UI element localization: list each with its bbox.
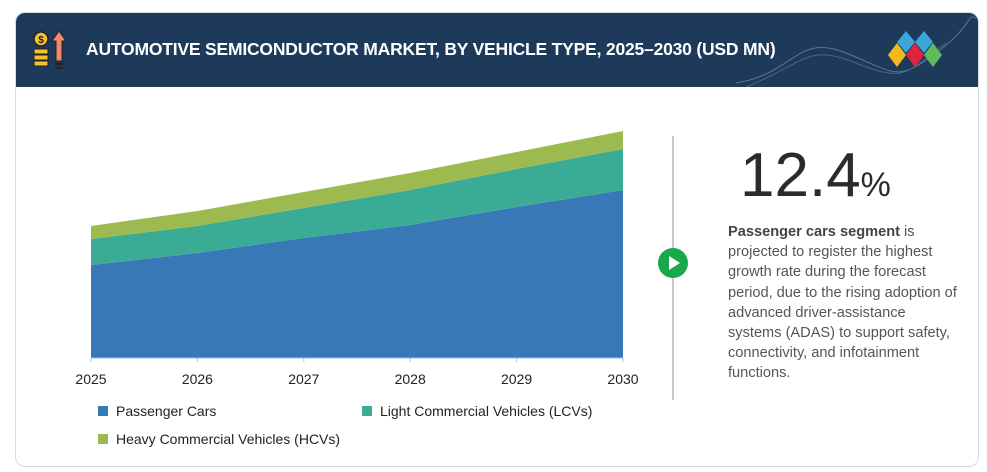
cagr-number: 12.4 — [740, 141, 861, 210]
highlight-bold: Passenger cars segment — [728, 224, 900, 240]
play-icon — [658, 248, 688, 278]
legend-label: Light Commercial Vehicles (LCVs) — [380, 403, 593, 419]
diamond-logo — [888, 31, 942, 67]
legend-item-lcvs: Light Commercial Vehicles (LCVs) — [362, 403, 592, 419]
area-series-2 — [91, 131, 623, 239]
x-tick-label: 2028 — [395, 371, 426, 387]
legend-swatch — [362, 406, 372, 416]
legend-swatch — [98, 406, 108, 416]
header: $ AUTOMOTIVE SEMICONDUCTOR MARKET, BY VE… — [16, 13, 978, 87]
x-tick-label: 2025 — [75, 371, 106, 387]
legend-label: Heavy Commercial Vehicles (HCVs) — [116, 431, 341, 447]
x-tick-label: 2029 — [501, 371, 532, 387]
highlight-text: is projected to register the highest gro… — [728, 224, 957, 382]
chart-title: AUTOMOTIVE SEMICONDUCTOR MARKET, BY VEHI… — [86, 39, 776, 59]
x-tick-label: 2027 — [288, 371, 319, 387]
money-growth-icon: $ — [33, 30, 67, 69]
legend-swatch — [98, 434, 108, 444]
svg-text:$: $ — [38, 35, 44, 46]
x-tick-label: 2026 — [182, 371, 213, 387]
cagr-value: 12.4% — [740, 140, 891, 211]
decorative-waves — [736, 16, 976, 87]
highlight-description: Passenger cars segment is projected to r… — [728, 222, 958, 384]
cagr-unit: % — [860, 166, 891, 204]
area-series-1 — [91, 149, 623, 265]
legend-label: Passenger Cars — [116, 403, 217, 419]
x-tick-label: 2030 — [607, 371, 638, 387]
legend-item-hcvs: Heavy Commercial Vehicles (HCVs) — [98, 431, 340, 447]
legend-item-passenger-cars: Passenger Cars — [98, 403, 216, 419]
area-series-0 — [91, 190, 623, 358]
